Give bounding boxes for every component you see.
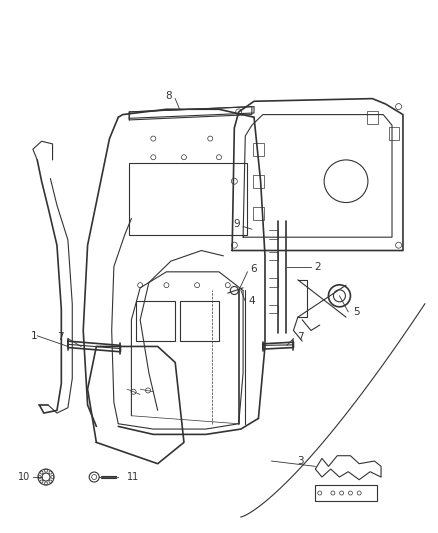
Text: 4: 4: [248, 296, 255, 306]
Text: 5: 5: [353, 307, 360, 317]
Text: 7: 7: [297, 333, 304, 342]
Text: 8: 8: [165, 91, 172, 101]
Text: 1: 1: [31, 331, 38, 341]
Text: 11: 11: [127, 472, 139, 482]
Text: 9: 9: [233, 219, 240, 229]
Text: 7: 7: [57, 333, 64, 342]
Text: 6: 6: [250, 264, 257, 274]
Text: 2: 2: [314, 262, 321, 271]
Text: 10: 10: [18, 472, 30, 482]
Text: 3: 3: [297, 456, 304, 466]
